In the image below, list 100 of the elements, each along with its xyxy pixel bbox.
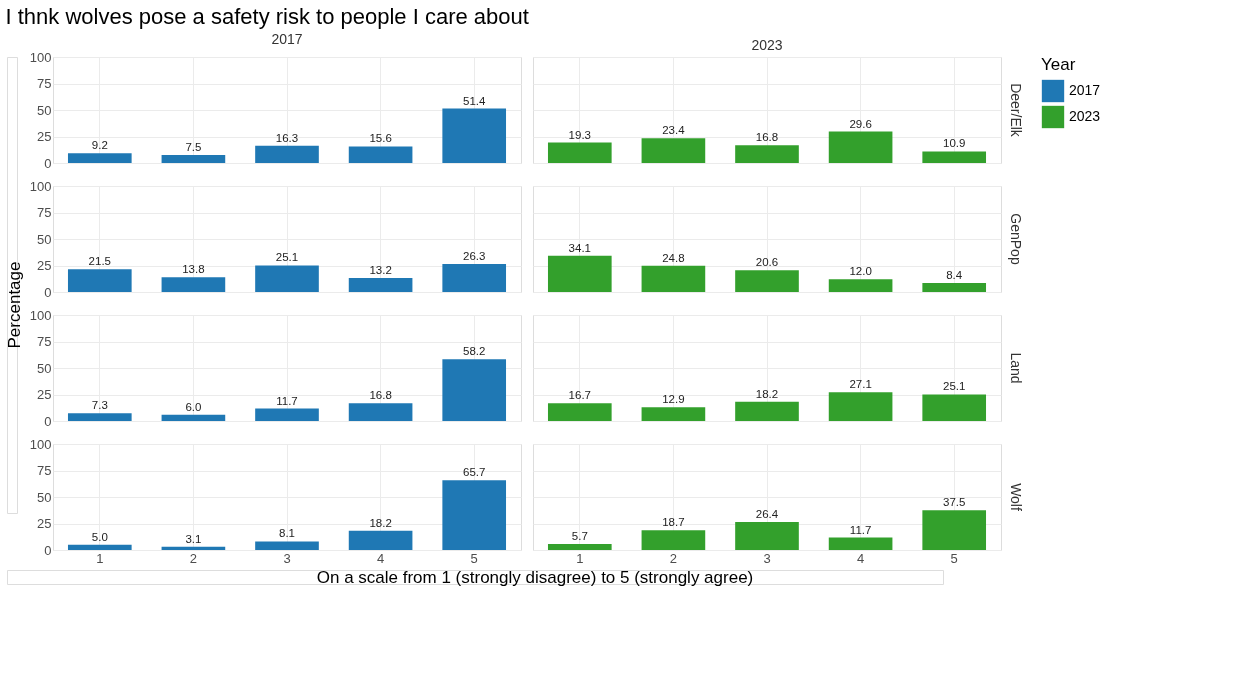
- bar: [67, 269, 132, 292]
- data-label: 51.4: [463, 94, 486, 107]
- y-tick-label: 75: [37, 76, 52, 91]
- data-label: 16.3: [275, 131, 299, 144]
- bar: [161, 155, 226, 163]
- data-label: 5.7: [571, 529, 588, 542]
- bar: [641, 265, 706, 292]
- x-tick-label: 3: [763, 550, 771, 566]
- data-label: 23.4: [662, 124, 686, 137]
- data-label: 13.2: [369, 264, 392, 277]
- y-tick-label: 75: [37, 205, 52, 220]
- bar: [348, 530, 413, 550]
- data-label: 26.3: [463, 250, 486, 263]
- data-label: 16.8: [369, 389, 392, 402]
- data-label: 21.5: [88, 255, 111, 268]
- bar: [67, 413, 132, 421]
- data-label: 15.6: [369, 132, 392, 145]
- y2-axis-title: Land: [1008, 352, 1024, 384]
- x-tick-label: 2: [189, 550, 198, 566]
- x-tick-label: 5: [950, 550, 958, 566]
- data-label: 11.7: [849, 523, 872, 536]
- data-label: 25.1: [943, 380, 966, 393]
- y-tick-label: 100: [29, 49, 52, 65]
- x-tick-label: 1: [576, 550, 584, 566]
- y-tick-label: 0: [44, 155, 52, 171]
- legend-label: 2017: [1069, 82, 1101, 98]
- y2-axis-title: GenPop: [1008, 213, 1024, 265]
- bar: [828, 131, 893, 163]
- bar: [547, 403, 612, 421]
- bar: [255, 408, 319, 421]
- bar: [161, 546, 226, 550]
- bar: [735, 522, 799, 550]
- bar: [442, 108, 507, 163]
- bar: [348, 403, 413, 421]
- bar: [641, 530, 706, 550]
- x-axis-title: On a scale from 1 (strongly disagree) to 5 (strongly agree): [316, 568, 754, 587]
- y-tick-label: 100: [29, 178, 52, 194]
- bar: [922, 283, 987, 292]
- bar: [828, 279, 893, 292]
- bar: [442, 264, 507, 292]
- legend-label: 2023: [1069, 108, 1101, 124]
- data-label: 58.2: [463, 345, 486, 358]
- bar: [922, 151, 987, 163]
- data-label: 11.7: [276, 394, 298, 407]
- x-tick-label: 3: [283, 550, 291, 566]
- bar: [547, 142, 612, 163]
- y-axis-title: Percentage: [5, 261, 24, 349]
- data-label: 24.8: [662, 251, 685, 264]
- chart-title: I thnk wolves pose a safety risk to people I care about: [5, 3, 529, 29]
- data-label: 5.0: [91, 530, 108, 543]
- y-tick-label: 100: [29, 307, 52, 323]
- data-label: 29.6: [849, 117, 872, 130]
- y2-axis-title: Deer/Elk: [1008, 83, 1024, 138]
- bar: [735, 145, 799, 163]
- x-tick-label: 2: [669, 550, 678, 566]
- y-tick-label: 25: [37, 129, 52, 144]
- y-tick-label: 25: [37, 258, 52, 273]
- bar: [255, 145, 319, 163]
- bar: [348, 146, 413, 163]
- chart-subtitle: 2017: [271, 31, 303, 47]
- data-label: 6.0: [185, 400, 202, 413]
- legend-title: Year: [1041, 55, 1076, 74]
- data-label: 12.9: [662, 393, 685, 406]
- y-tick-label: 50: [37, 489, 52, 505]
- bar: [828, 392, 893, 421]
- y-tick-label: 0: [44, 284, 52, 300]
- bar: [67, 153, 132, 163]
- x-tick-label: 4: [376, 550, 385, 566]
- data-label: 18.7: [662, 516, 685, 529]
- data-label: 3.1: [185, 532, 202, 545]
- bar: [735, 401, 799, 421]
- y-tick-label: 50: [37, 231, 52, 247]
- bar: [735, 270, 799, 292]
- bar: [67, 544, 132, 550]
- data-label: 12.0: [849, 265, 872, 278]
- bar: [348, 278, 413, 292]
- y-tick-label: 25: [37, 387, 52, 402]
- data-label: 25.1: [275, 251, 299, 264]
- x-tick-label: 4: [856, 550, 865, 566]
- y2-axis-title: Wolf: [1008, 483, 1024, 511]
- data-label: 9.2: [91, 139, 108, 152]
- data-label: 13.8: [182, 263, 205, 276]
- bar: [547, 543, 612, 550]
- y-tick-label: 75: [37, 334, 52, 349]
- bar: [161, 277, 226, 292]
- bar: [641, 138, 706, 163]
- bar: [442, 359, 507, 421]
- data-label: 19.3: [568, 128, 591, 141]
- data-label: 37.5: [943, 496, 966, 509]
- bar: [922, 510, 987, 550]
- bar: [442, 480, 507, 550]
- bar: [547, 255, 612, 292]
- x-tick-label: 1: [96, 550, 104, 566]
- chart-subtitle: 2023: [751, 37, 783, 53]
- y-tick-label: 0: [44, 542, 52, 558]
- y-tick-label: 50: [37, 360, 52, 376]
- data-label: 16.7: [568, 389, 591, 402]
- y-tick-label: 100: [29, 436, 52, 452]
- data-label: 18.2: [369, 516, 392, 529]
- bar: [255, 265, 319, 292]
